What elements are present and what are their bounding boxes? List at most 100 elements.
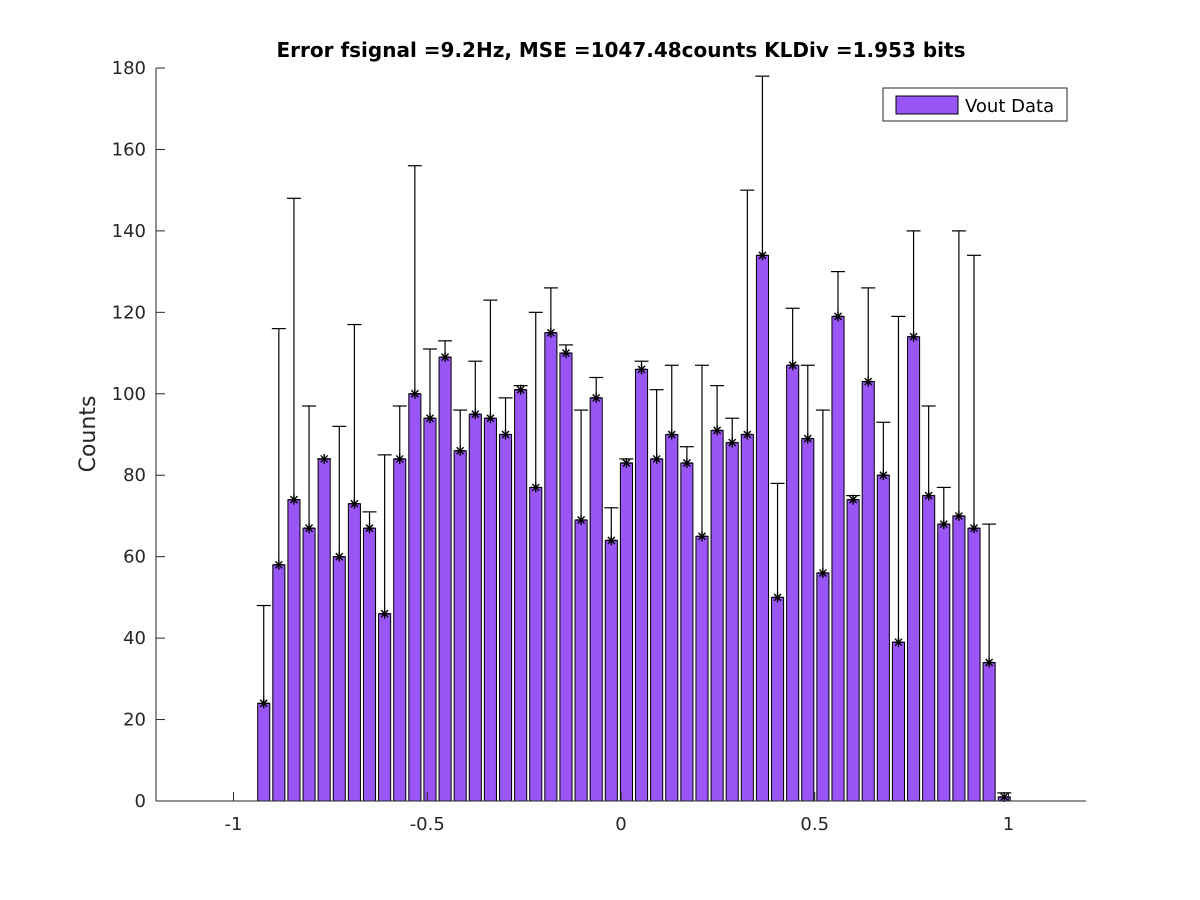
data-point-marker bbox=[999, 791, 1010, 802]
error-bar bbox=[528, 311, 543, 488]
data-point-marker bbox=[953, 510, 964, 521]
marker-group bbox=[258, 250, 1010, 802]
error-bar bbox=[543, 287, 558, 333]
error-bar bbox=[921, 405, 936, 496]
data-point-marker bbox=[666, 429, 677, 440]
error-bar bbox=[453, 409, 468, 451]
bar bbox=[378, 613, 392, 802]
bar bbox=[438, 356, 452, 802]
data-point-marker bbox=[515, 384, 526, 395]
error-bar bbox=[740, 189, 755, 435]
y-tick-label: 20 bbox=[123, 710, 146, 731]
data-point-marker bbox=[969, 523, 980, 534]
error-bar bbox=[982, 523, 997, 663]
y-tick-label: 40 bbox=[123, 628, 146, 649]
error-bar bbox=[936, 486, 951, 525]
data-point-marker bbox=[288, 494, 299, 505]
data-point-marker bbox=[319, 453, 330, 464]
data-point-marker bbox=[742, 429, 753, 440]
data-point-marker bbox=[757, 250, 768, 261]
bar bbox=[347, 503, 361, 802]
data-point-marker bbox=[500, 429, 511, 440]
data-point-marker bbox=[485, 413, 496, 424]
data-point-marker bbox=[273, 559, 284, 570]
data-point-marker bbox=[409, 388, 420, 399]
data-point-marker bbox=[712, 425, 723, 436]
bar bbox=[257, 702, 271, 802]
data-point-marker bbox=[440, 352, 451, 363]
error-bar bbox=[831, 271, 845, 317]
bar bbox=[725, 442, 739, 802]
data-point-marker bbox=[470, 409, 481, 420]
x-tick-label: 0 bbox=[615, 814, 626, 835]
bar bbox=[453, 450, 467, 802]
bar bbox=[408, 393, 422, 802]
bar bbox=[952, 515, 966, 802]
bar bbox=[559, 352, 573, 802]
error-bar bbox=[422, 348, 437, 419]
bar bbox=[937, 523, 951, 802]
error-bar bbox=[377, 454, 392, 614]
bar bbox=[498, 434, 513, 802]
error-bar bbox=[951, 230, 966, 516]
data-point-marker bbox=[530, 482, 541, 493]
legend-label: Vout Data bbox=[965, 96, 1054, 117]
bar bbox=[816, 572, 830, 802]
error-bar bbox=[906, 230, 921, 337]
bar bbox=[771, 596, 785, 802]
bar bbox=[514, 389, 528, 802]
error-bar bbox=[392, 405, 407, 459]
bar bbox=[740, 434, 754, 802]
bar bbox=[544, 332, 558, 802]
data-point-marker bbox=[817, 567, 828, 578]
bar bbox=[876, 474, 890, 802]
data-point-marker bbox=[576, 515, 587, 526]
error-bar bbox=[407, 165, 422, 394]
bar bbox=[393, 458, 407, 802]
bar bbox=[317, 458, 331, 802]
bar bbox=[423, 417, 437, 802]
bar bbox=[574, 519, 588, 802]
y-tick-label: 180 bbox=[112, 58, 146, 79]
data-point-marker bbox=[908, 331, 919, 342]
error-bar bbox=[332, 425, 347, 557]
error-bar bbox=[286, 197, 301, 500]
error-bar bbox=[785, 307, 800, 366]
data-point-marker bbox=[802, 433, 813, 444]
data-point-marker bbox=[560, 348, 571, 359]
error-bar bbox=[664, 364, 679, 435]
data-point-marker bbox=[984, 657, 995, 668]
y-tick-label: 80 bbox=[123, 465, 146, 486]
error-bar bbox=[815, 409, 830, 573]
error-bar bbox=[694, 364, 709, 537]
data-point-marker bbox=[893, 637, 904, 648]
error-bar bbox=[710, 385, 725, 431]
bar bbox=[362, 527, 377, 802]
error-bar bbox=[347, 323, 362, 504]
error-bar bbox=[861, 287, 876, 382]
bar bbox=[665, 434, 679, 802]
bar bbox=[650, 458, 664, 802]
data-point-marker bbox=[923, 490, 934, 501]
data-point-marker bbox=[636, 364, 647, 375]
data-point-marker bbox=[938, 519, 949, 530]
bar bbox=[982, 662, 996, 802]
bar bbox=[922, 495, 936, 802]
bar bbox=[589, 397, 603, 802]
data-point-marker bbox=[258, 698, 269, 709]
data-point-marker bbox=[772, 592, 783, 603]
data-point-marker bbox=[591, 392, 602, 403]
error-bar bbox=[755, 75, 770, 256]
data-point-marker bbox=[621, 458, 632, 469]
bar bbox=[634, 368, 649, 802]
data-point-marker bbox=[696, 531, 707, 542]
x-tick-label: -0.5 bbox=[410, 814, 445, 835]
error-bar bbox=[891, 315, 906, 643]
y-tick-label: 60 bbox=[123, 547, 146, 568]
data-point-marker bbox=[878, 470, 889, 481]
x-tick-label: 0.5 bbox=[800, 814, 829, 835]
bar bbox=[529, 486, 543, 802]
error-bar bbox=[483, 299, 498, 419]
bar bbox=[891, 641, 905, 802]
